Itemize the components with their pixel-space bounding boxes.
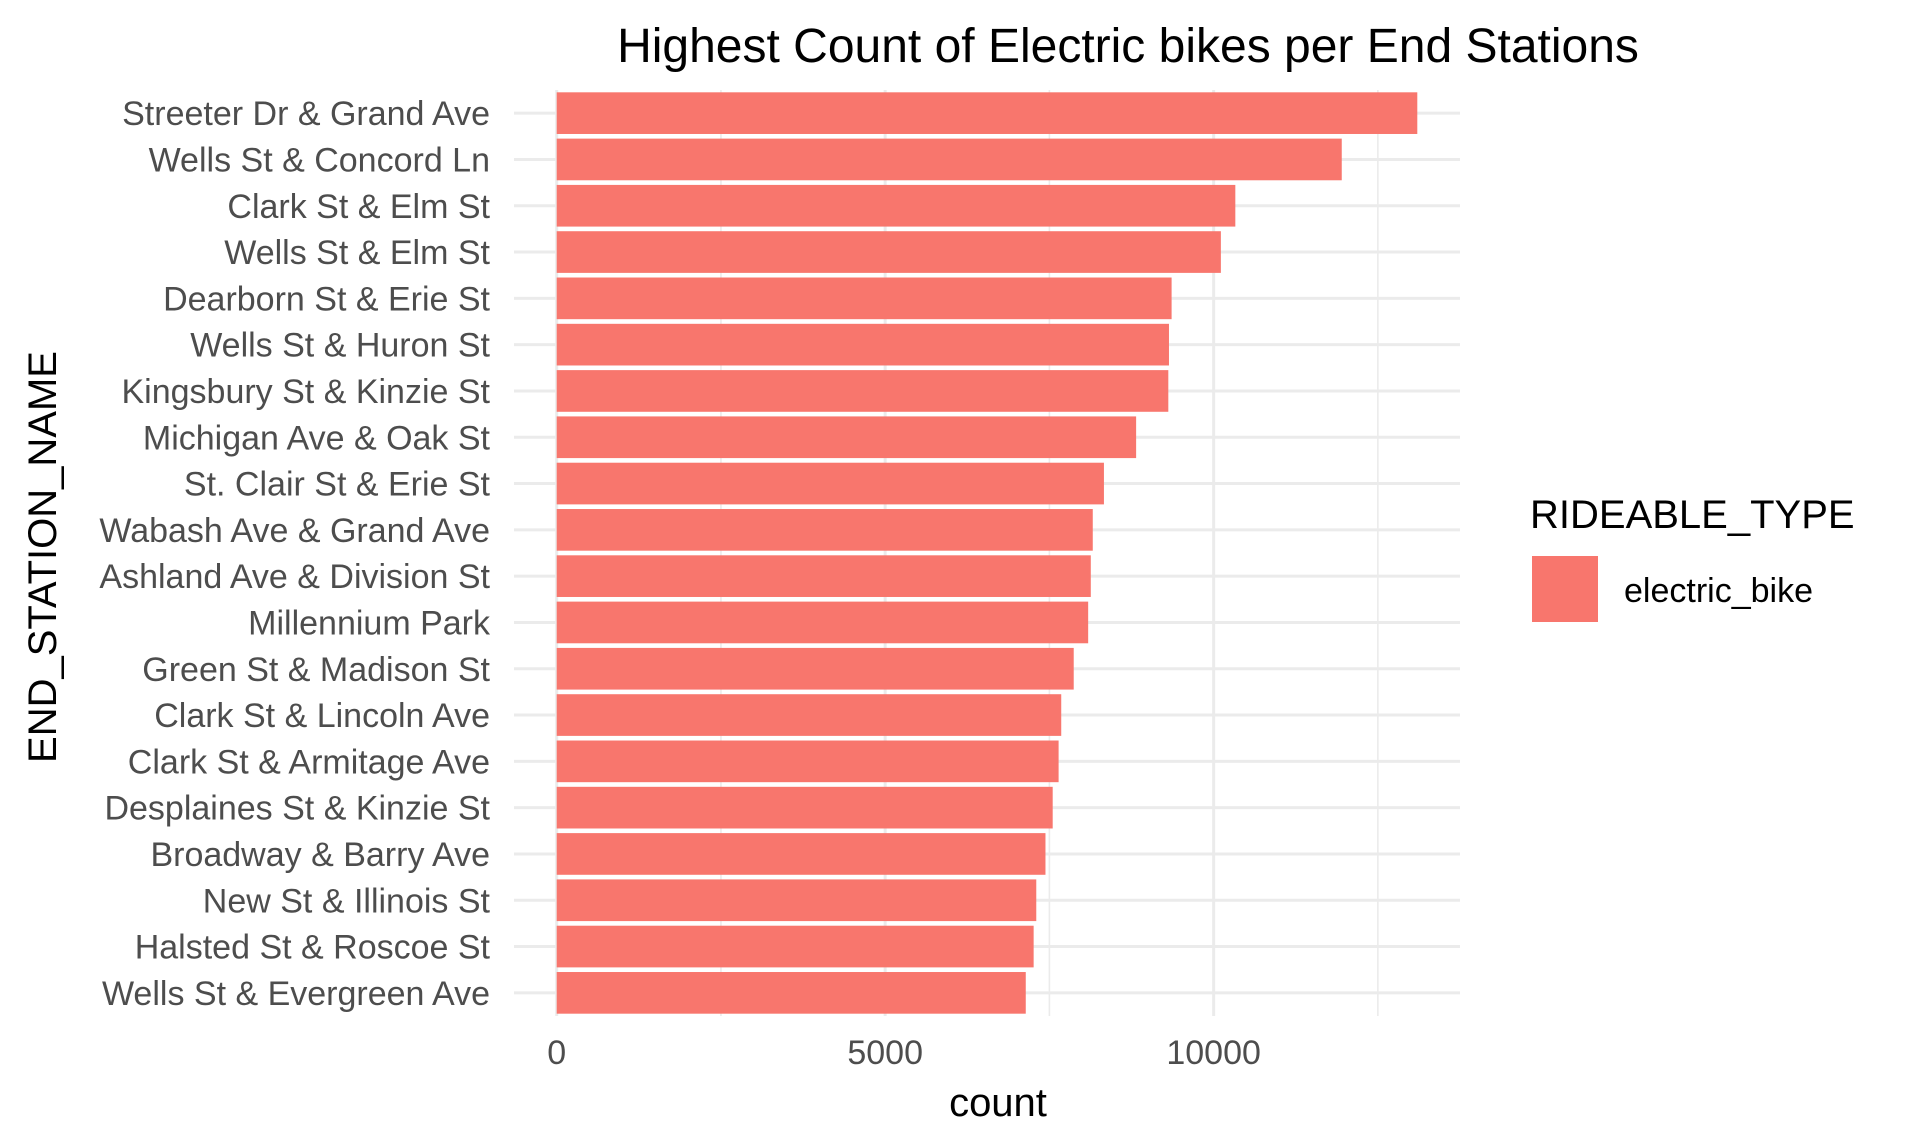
bar <box>556 92 1418 134</box>
y-tick-label: Wells St & Huron St <box>190 327 490 365</box>
grid-layer <box>514 90 1460 1016</box>
bar <box>556 740 1059 783</box>
chart-title: Highest Count of Electric bikes per End … <box>617 20 1639 73</box>
bar <box>556 277 1172 320</box>
y-axis-title: END_STATION_NAME <box>21 351 65 763</box>
bar <box>556 925 1034 968</box>
bars-layer <box>556 92 1418 1014</box>
y-tick-label: Desplaines St & Kinzie St <box>104 790 490 828</box>
y-tick-label: Kingsbury St & Kinzie St <box>121 373 490 411</box>
bar <box>556 184 1236 227</box>
y-tick-label: Dearborn St & Erie St <box>163 280 490 318</box>
x-axis-title: count <box>949 1081 1047 1125</box>
y-tick-label: Wells St & Evergreen Ave <box>102 975 490 1013</box>
x-tick-labels: 0 5000 10000 <box>547 1034 1261 1072</box>
y-tick-label: Halsted St & Roscoe St <box>135 929 491 967</box>
bar <box>556 972 1026 1014</box>
x-tick-label: 0 <box>547 1034 566 1072</box>
y-tick-label: Green St & Madison St <box>142 651 490 689</box>
y-tick-label: Michigan Ave & Oak St <box>143 419 491 457</box>
y-tick-labels: Streeter Dr & Grand Ave Wells St & Concor… <box>99 95 491 1013</box>
x-tick-label: 10000 <box>1166 1034 1261 1072</box>
legend-label-electric-bike: electric_bike <box>1624 572 1813 610</box>
bar <box>556 647 1074 690</box>
bar <box>556 786 1053 829</box>
y-tick-label: Clark St & Lincoln Ave <box>154 697 490 735</box>
y-tick-label: Broadway & Barry Ave <box>150 836 490 874</box>
bar <box>556 370 1169 412</box>
y-tick-label: Ashland Ave & Division St <box>99 558 490 596</box>
bar <box>556 416 1137 459</box>
legend: RIDEABLE_TYPE electric_bike <box>1530 493 1855 622</box>
x-tick-label: 5000 <box>847 1034 923 1072</box>
bar <box>556 833 1046 875</box>
y-tick-label: Wells St & Concord Ln <box>149 141 490 179</box>
bar <box>556 138 1342 181</box>
y-tick-label: Streeter Dr & Grand Ave <box>122 95 490 133</box>
bar <box>556 323 1169 366</box>
bar <box>556 694 1062 736</box>
y-tick-label: Clark St & Armitage Ave <box>128 743 490 781</box>
bar <box>556 555 1091 597</box>
y-tick-label: Wabash Ave & Grand Ave <box>99 512 490 550</box>
y-tick-label: Wells St & Elm St <box>224 234 490 272</box>
bar <box>556 462 1104 505</box>
y-tick-label: St. Clair St & Erie St <box>184 466 491 504</box>
bar <box>556 509 1093 551</box>
legend-key-electric-bike <box>1532 556 1598 622</box>
bar <box>556 231 1221 273</box>
y-tick-label: New St & Illinois St <box>203 882 491 920</box>
legend-title: RIDEABLE_TYPE <box>1530 493 1855 537</box>
bar <box>556 601 1089 644</box>
y-tick-label: Clark St & Elm St <box>227 188 490 226</box>
bar <box>556 879 1037 922</box>
y-tick-label: Millennium Park <box>248 604 491 642</box>
